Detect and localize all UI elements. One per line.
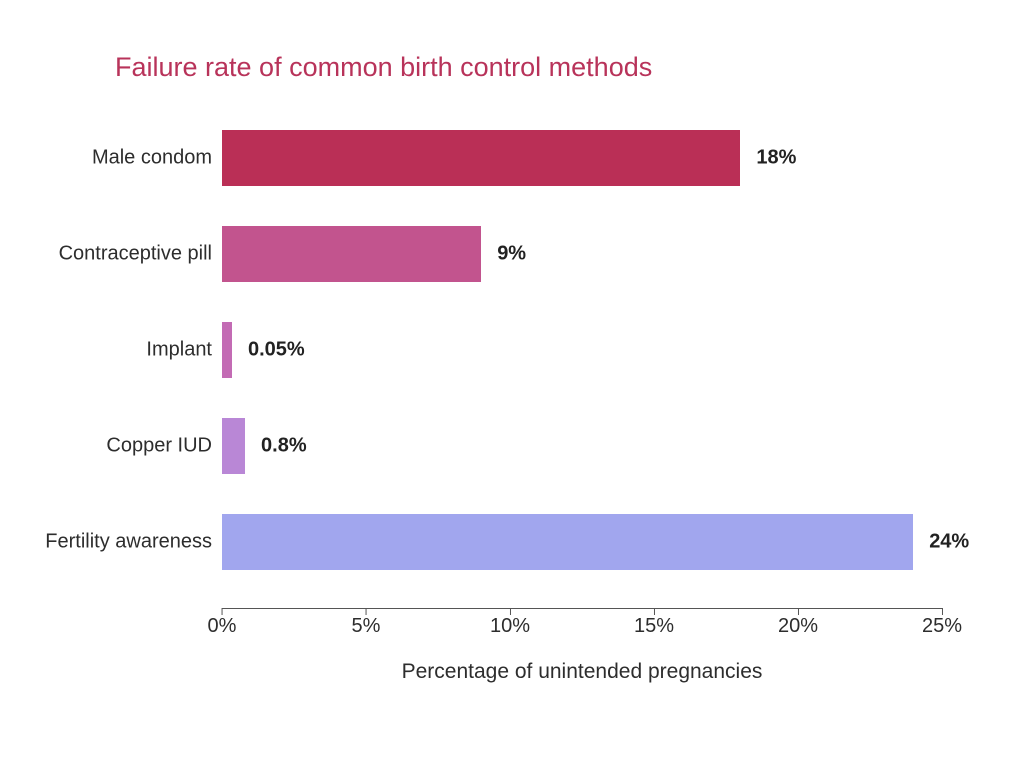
bar (222, 514, 913, 570)
y-category-label: Copper IUD (106, 435, 212, 458)
bar (222, 130, 740, 186)
x-tick: 15% (634, 615, 674, 638)
x-tick: 0% (208, 615, 237, 638)
x-tick-label: 15% (634, 615, 674, 637)
plot-area: 18%9%0.05%0.8%24% (222, 130, 942, 610)
x-tick-label: 0% (208, 615, 237, 637)
x-axis: 0%5%10%15%20%25% (222, 615, 942, 645)
bar-value-label: 24% (929, 531, 969, 554)
bar (222, 322, 232, 378)
chart-container: Failure rate of common birth control met… (0, 0, 1024, 768)
bar (222, 226, 481, 282)
bar-value-label: 0.8% (261, 435, 307, 458)
y-category-label: Fertility awareness (45, 531, 212, 554)
bar-value-label: 0.05% (248, 339, 305, 362)
x-tick-label: 25% (922, 615, 962, 637)
bar (222, 418, 245, 474)
x-tick: 5% (352, 615, 381, 638)
x-axis-label: Percentage of unintended pregnancies (222, 660, 942, 684)
x-tick-label: 10% (490, 615, 530, 637)
y-category-label: Implant (146, 339, 212, 362)
bar-value-label: 9% (497, 243, 526, 266)
x-tick-label: 20% (778, 615, 818, 637)
x-tick: 25% (922, 615, 962, 638)
bar-value-label: 18% (756, 147, 796, 170)
x-tick-label: 5% (352, 615, 381, 637)
chart-title: Failure rate of common birth control met… (115, 52, 652, 83)
y-category-label: Contraceptive pill (59, 243, 212, 266)
y-category-label: Male condom (92, 147, 212, 170)
x-tick: 20% (778, 615, 818, 638)
x-tick: 10% (490, 615, 530, 638)
